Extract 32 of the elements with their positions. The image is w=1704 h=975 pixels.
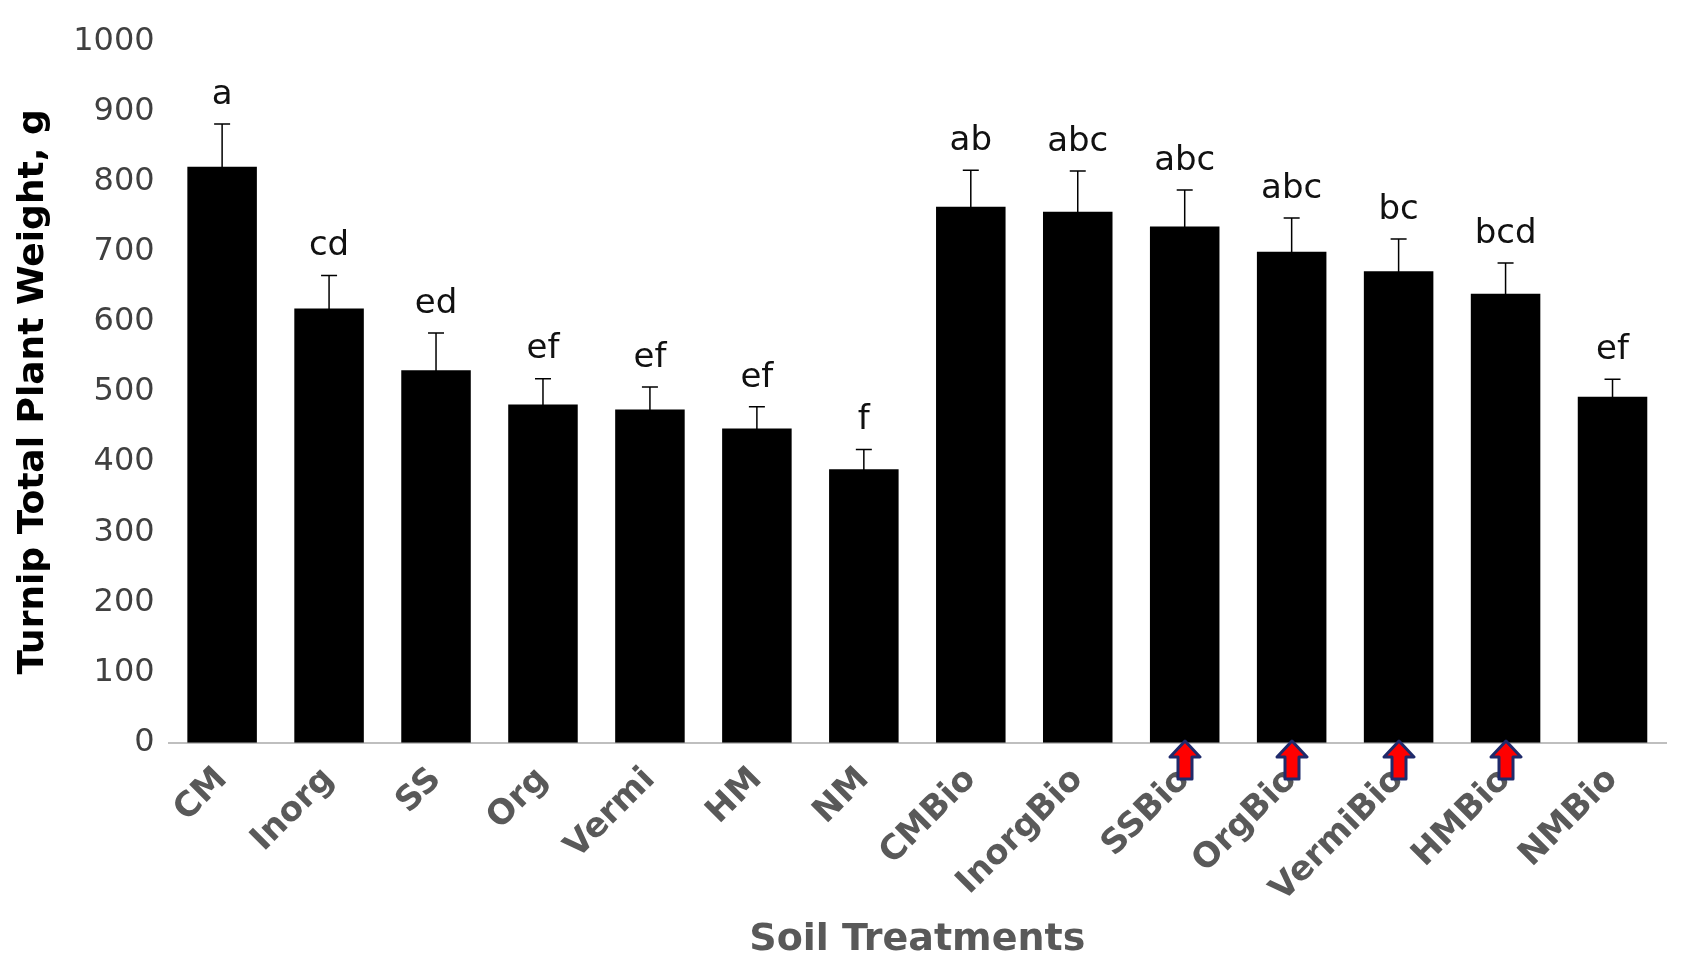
x-axis-title: Soil Treatments <box>749 915 1086 960</box>
annotation: ed <box>414 280 458 321</box>
annotation: ef <box>740 354 775 395</box>
y-tick-label: 1000 <box>73 19 155 58</box>
y-tick-label: 600 <box>93 300 155 339</box>
annotation: abc <box>1047 118 1109 159</box>
annotation: a <box>211 71 233 112</box>
annotation: ef <box>633 334 668 375</box>
y-tick-label: 700 <box>93 229 155 268</box>
x-tick-label: HM <box>696 757 769 831</box>
annotation: bcd <box>1474 210 1537 251</box>
annotation: ef <box>526 326 561 367</box>
annotation: abc <box>1261 165 1323 206</box>
y-tick-label: 800 <box>93 159 155 198</box>
y-axis-title: Turnip Total Plant Weight, g <box>9 109 51 675</box>
annotation: cd <box>308 223 350 264</box>
x-tick-label: CM <box>164 757 235 828</box>
annotation: ab <box>949 118 993 159</box>
y-tick-label: 200 <box>93 580 155 619</box>
annotation: abc <box>1154 137 1216 178</box>
y-tick-label: 400 <box>93 440 155 479</box>
y-tick-label: 300 <box>93 510 155 549</box>
y-tick-label: 0 <box>134 721 155 760</box>
annotation: ef <box>1596 327 1630 368</box>
x-tick-label: NM <box>803 757 876 831</box>
y-tick-label: 500 <box>93 370 155 409</box>
x-tick-label: SS <box>386 757 448 820</box>
x-tick-label: Org <box>477 757 555 836</box>
y-tick-label: 100 <box>93 650 155 689</box>
y-tick-label: 900 <box>93 89 155 128</box>
annotation: bc <box>1378 186 1419 227</box>
annotation: f <box>857 397 871 438</box>
